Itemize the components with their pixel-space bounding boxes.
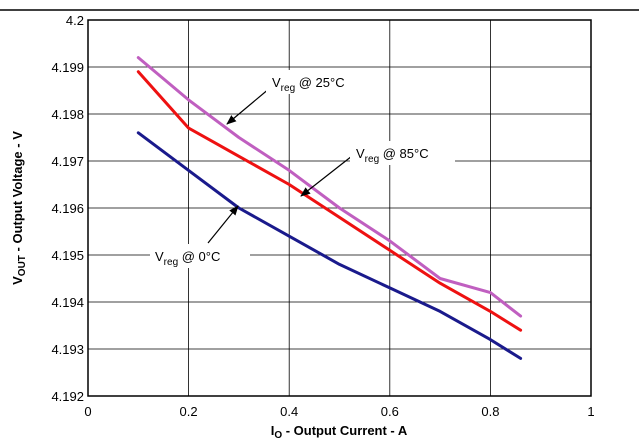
y-tick-label: 4.199: [51, 60, 84, 75]
annotation-arrow-0c: [207, 205, 239, 244]
y-tick-label: 4.197: [51, 154, 84, 169]
y-tick-label: 4.198: [51, 107, 84, 122]
annotation-85c: Vreg @ 85°C: [356, 146, 429, 165]
annotation-box-85c: [350, 141, 455, 165]
annotation-box-25c: [266, 70, 370, 94]
y-axis-title: VOUT - Output Voltage - V: [10, 131, 28, 285]
series-line-2: [136, 131, 523, 360]
x-tick-label: 1: [587, 404, 594, 419]
annotation-arrow-85c: [300, 155, 353, 197]
x-tick-labels: 0 0.2 0.4 0.6 0.8 1: [84, 404, 594, 419]
y-tick-labels: 4.192 4.193 4.194 4.195 4.196 4.197 4.198 4.199…: [51, 13, 84, 404]
series-line-0: [136, 56, 523, 318]
series-lines: [136, 56, 523, 360]
x-tick-label: 0.4: [280, 404, 298, 419]
y-tick-label: 4.2: [66, 13, 84, 28]
y-tick-label: 4.194: [51, 295, 84, 310]
x-tick-label: 0.8: [481, 404, 499, 419]
x-axis-title: IO - Output Current - A: [271, 423, 408, 438]
plot-area: [87, 19, 592, 397]
y-tick-label: 4.192: [51, 389, 84, 404]
x-tick-label: 0: [84, 404, 91, 419]
series-line-1: [136, 70, 523, 332]
x-tick-label: 0.6: [381, 404, 399, 419]
annotation-25c: Vreg @ 25°C: [272, 75, 345, 94]
annotation-0c: Vreg @ 0°C: [155, 249, 220, 268]
x-tick-label: 0.2: [180, 404, 198, 419]
y-tick-label: 4.195: [51, 248, 84, 263]
y-tick-label: 4.196: [51, 201, 84, 216]
annotation-arrow-25c: [226, 87, 271, 125]
annotation-box-0c: [150, 244, 250, 268]
y-tick-label: 4.193: [51, 342, 84, 357]
